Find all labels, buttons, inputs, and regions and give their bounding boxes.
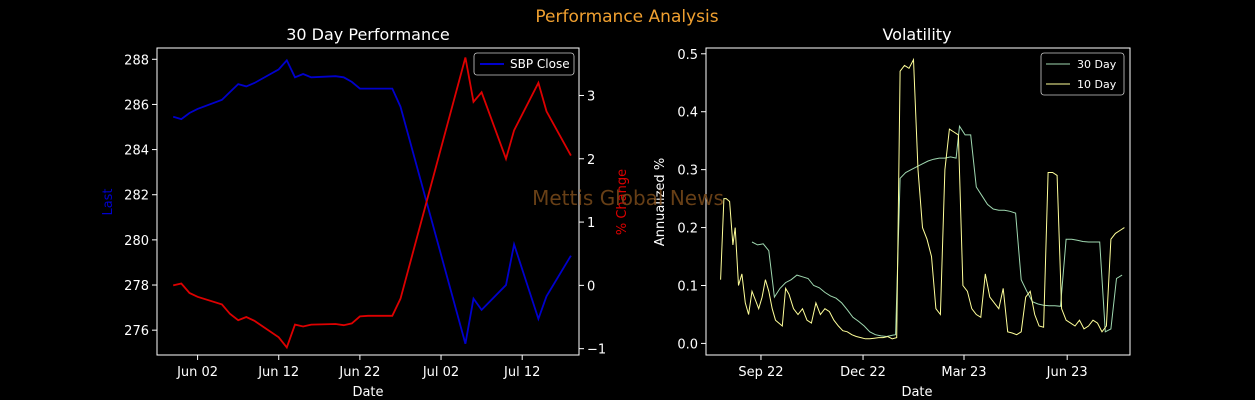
figure-suptitle: Performance Analysis [535,7,718,27]
y2-tick-label: 0 [587,279,595,294]
x-tick-label: Dec 22 [840,365,886,380]
y2-tick-label: 2 [587,153,595,168]
performance-y2-label: % Change [615,169,630,235]
volatility-series-group [720,57,1125,340]
performance-y-axis-left: 276 278 280 282 284 286 288 [124,53,157,339]
x-tick-label: Mar 23 [941,365,986,380]
performance-chart: 30 Day Performance Jun 02 Jun 12 Jun 22 Jul… [101,25,630,400]
legend-label-10-day: 10 Day [1077,78,1117,91]
x-tick-label: Jun 23 [1046,365,1088,380]
y-tick-label: 0.0 [677,337,698,352]
y-tick-label: 288 [124,53,149,68]
x-tick-label: Jun 12 [257,365,299,380]
y2-tick-label: 3 [587,89,595,104]
x-tick-label: Jun 22 [338,365,380,380]
series-line-10-day [720,57,1125,340]
y-tick-label: 278 [124,279,149,294]
volatility-plot-area [705,47,1131,356]
y-tick-label: 276 [124,324,149,339]
y-tick-label: 280 [124,234,149,249]
volatility-title: Volatility [882,25,951,44]
volatility-chart: Volatility Sep 22 Dec 22 Mar 23 Jun 23 0.00… [653,25,1131,400]
y-tick-label: 0.2 [677,222,698,237]
x-tick-label: Jun 02 [176,365,218,380]
performance-x-label: Date [352,385,383,400]
series-line-sbp-close [172,58,572,344]
y-tick-label: 0.3 [677,164,698,179]
volatility-x-label: Date [901,385,932,400]
series-line-pct-change [172,57,572,350]
performance-title: 30 Day Performance [286,25,450,44]
x-tick-label: Jul 02 [422,365,459,380]
performance-plot-area [156,47,580,356]
x-tick-label: Sep 22 [738,365,783,380]
y-tick-label: 282 [124,189,149,204]
performance-y-label: Last [101,188,116,215]
series-line-30-day [751,124,1123,338]
y2-tick-label: 1 [587,216,595,231]
y-tick-label: 286 [124,98,149,113]
performance-y-axis-right: −1 0 1 2 3 [579,89,606,358]
watermark-text: Mettis Global News [532,186,724,210]
y-tick-label: 0.5 [677,48,698,63]
volatility-legend: 30 Day 10 Day [1040,52,1125,96]
legend-label-30-day: 30 Day [1077,58,1117,71]
legend-label-sbp-close: SBP Close [510,57,570,71]
performance-series-group [172,57,572,350]
performance-legend: SBP Close [473,52,575,76]
volatility-y-label: Annualized % [653,158,668,246]
performance-x-axis: Jun 02 Jun 12 Jun 22 Jul 02 Jul 12 [176,355,540,380]
y2-tick-label: −1 [587,343,606,358]
y-tick-label: 0.1 [677,279,698,294]
performance-legend-box [473,52,575,76]
y-tick-label: 284 [124,144,149,159]
x-tick-label: Jul 12 [503,365,540,380]
volatility-y-axis: 0.0 0.1 0.2 0.3 0.4 0.5 [677,48,706,352]
volatility-x-axis: Sep 22 Dec 22 Mar 23 Jun 23 [738,355,1088,380]
y-tick-label: 0.4 [677,106,698,121]
